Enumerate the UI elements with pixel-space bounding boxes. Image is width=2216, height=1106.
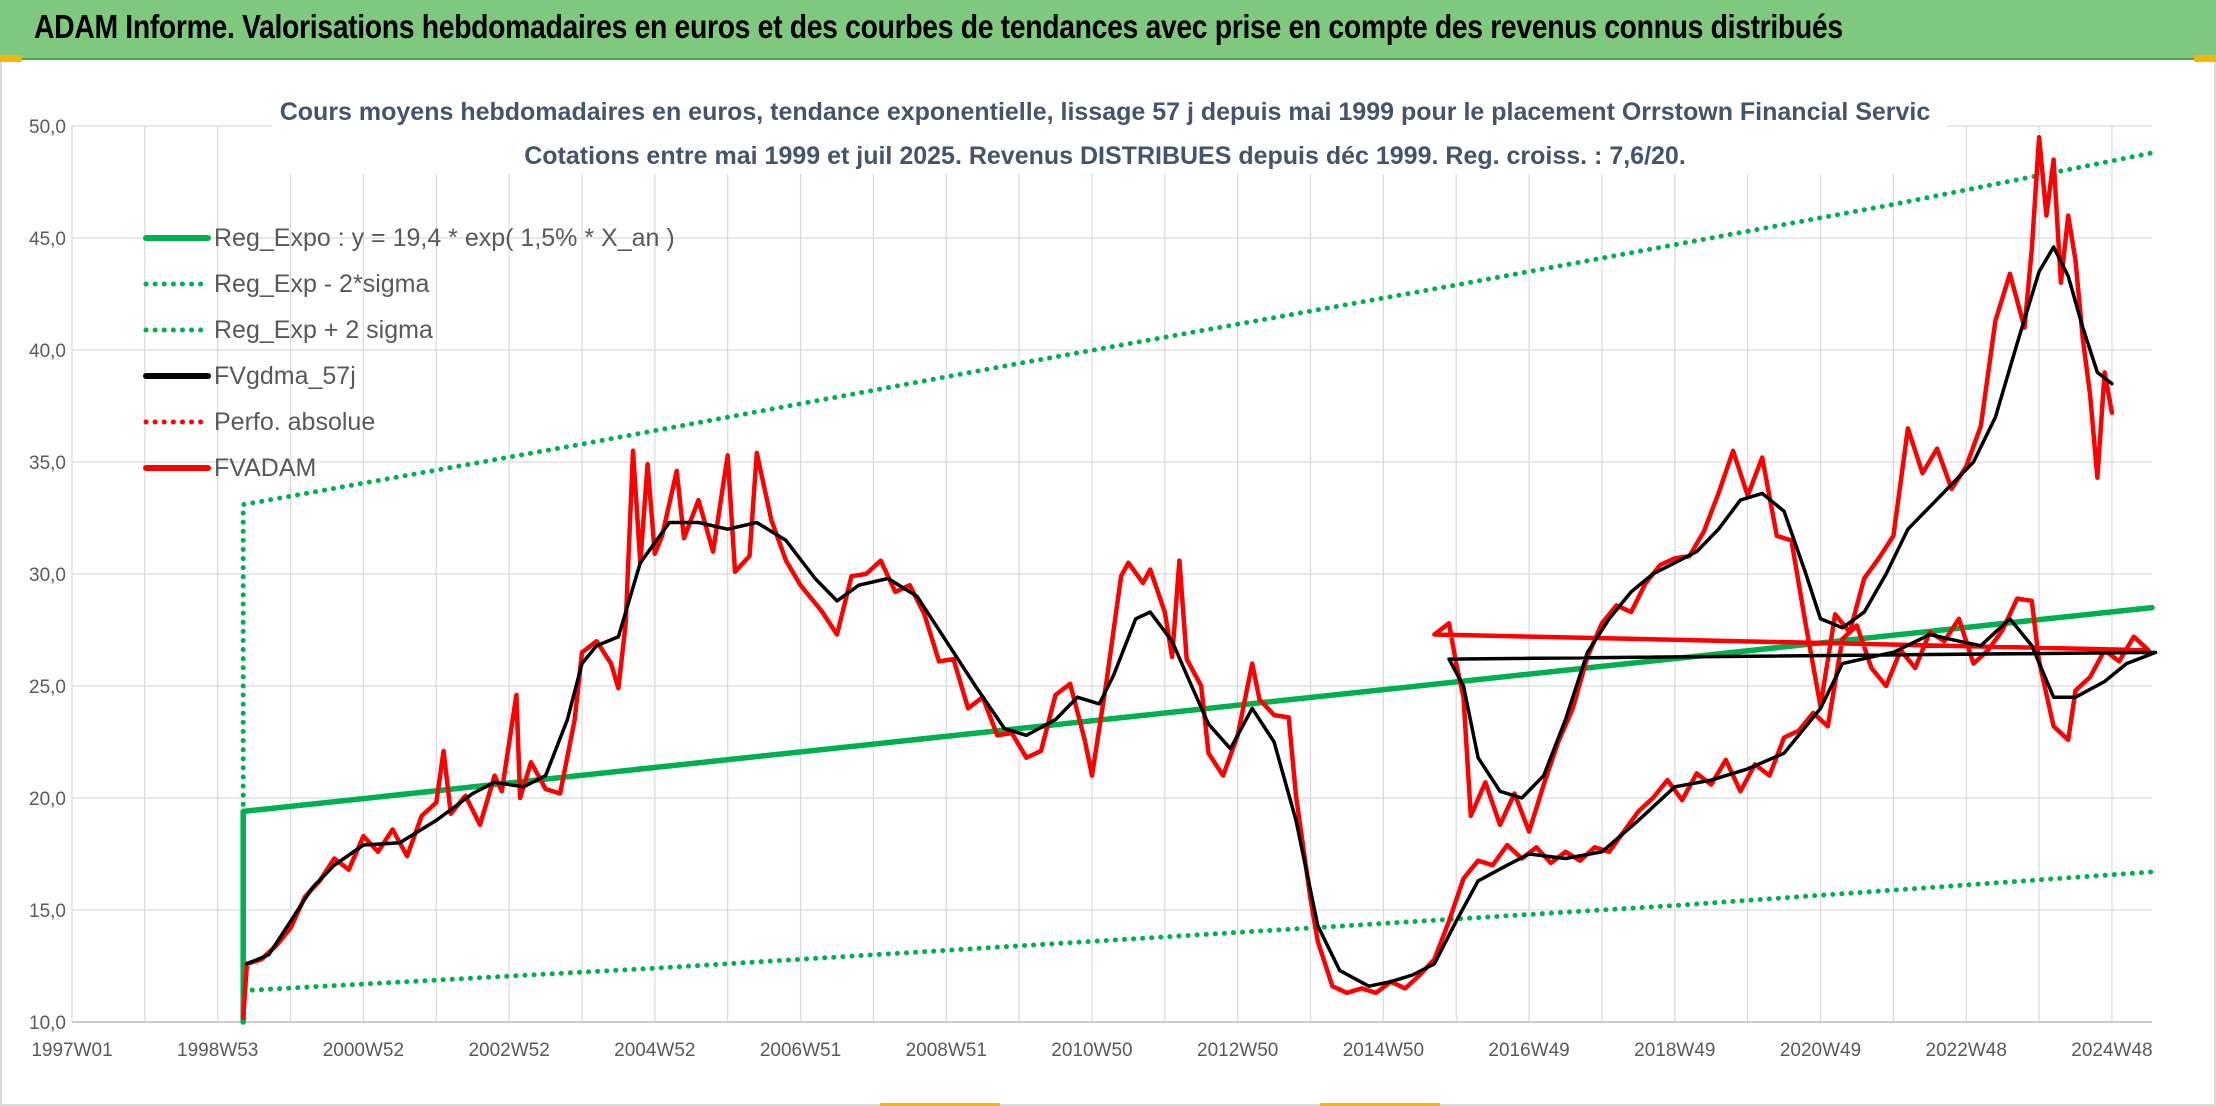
x-tick-label: 2016W49 — [1488, 1040, 1569, 1061]
corner-accent-right — [2194, 55, 2216, 62]
x-tick-label: 2018W49 — [1634, 1040, 1715, 1061]
chart-title: Cours moyens hebdomadaires en euros, ten… — [280, 98, 1931, 126]
x-tick-label: 2004W52 — [614, 1040, 695, 1061]
x-tick-label: 2010W50 — [1051, 1040, 1132, 1061]
x-axis-ticks: 1997W01 1998W53 2000W52 2002W52 2004W52 2006W… — [31, 1040, 2152, 1061]
x-tick-label: 2024W48 — [2071, 1040, 2152, 1061]
chart-frame — [0, 62, 2216, 1106]
series-line-reg-expo — [240, 604, 2155, 1025]
y-tick-label: 45,0 — [29, 229, 66, 250]
x-tick-label: 1997W01 — [31, 1040, 112, 1061]
chart-subtitle: Cotations entre mai 1999 et juil 2025. R… — [524, 142, 1686, 170]
y-tick-label: 35,0 — [29, 453, 66, 474]
x-tick-label: 2002W52 — [468, 1040, 549, 1061]
bottom-accent-1 — [880, 1103, 1000, 1106]
y-tick-label: 15,0 — [29, 901, 66, 922]
title-background — [272, 78, 1947, 174]
chart-series — [240, 134, 2158, 1025]
x-tick-label: 2022W48 — [1926, 1040, 2007, 1061]
y-axis-ticks: 50,0 45,0 40,0 35,0 30,0 25,0 20,0 15,0 10,0 — [29, 117, 66, 1034]
x-tick-label: 2020W49 — [1780, 1040, 1861, 1061]
chart-grid — [71, 125, 2152, 1023]
y-tick-label: 40,0 — [29, 341, 66, 362]
y-tick-label: 10,0 — [29, 1013, 66, 1034]
legend-label: Reg_Exp - 2*sigma — [214, 270, 429, 298]
series-line-reg-exp — [240, 869, 2155, 994]
bottom-accent-2 — [1320, 1103, 1440, 1106]
legend-label: Perfo. absolue — [214, 408, 375, 436]
chart-legend: Reg_Expo : y = 19,4 * exp( 1,5% * X_an )… — [143, 224, 675, 482]
x-tick-label: 2012W50 — [1197, 1040, 1278, 1061]
report-title: ADAM Informe. Valorisations hebdomadaire… — [34, 8, 1843, 45]
x-tick-label: 1998W53 — [177, 1040, 258, 1061]
report-banner: ADAM Informe. Valorisations hebdomadaire… — [0, 0, 2216, 60]
x-tick-label: 2000W52 — [323, 1040, 404, 1061]
series-line-fvadam — [240, 134, 2151, 1020]
y-tick-label: 20,0 — [29, 789, 66, 810]
x-tick-label: 2014W50 — [1343, 1040, 1424, 1061]
corner-accent-left — [0, 55, 22, 62]
legend-label: FVADAM — [214, 454, 316, 482]
x-tick-label: 2008W51 — [906, 1040, 987, 1061]
series-line-fvgdma-57j — [245, 245, 2158, 988]
legend-label: Reg_Exp + 2 sigma — [214, 316, 433, 344]
series-line-reg-exp — [240, 150, 2155, 980]
y-tick-label: 25,0 — [29, 677, 66, 698]
legend-label: Reg_Expo : y = 19,4 * exp( 1,5% * X_an ) — [214, 224, 675, 252]
y-tick-label: 50,0 — [29, 117, 66, 138]
x-tick-label: 2006W51 — [760, 1040, 841, 1061]
legend-label: FVgdma_57j — [214, 362, 356, 390]
y-tick-label: 30,0 — [29, 565, 66, 586]
